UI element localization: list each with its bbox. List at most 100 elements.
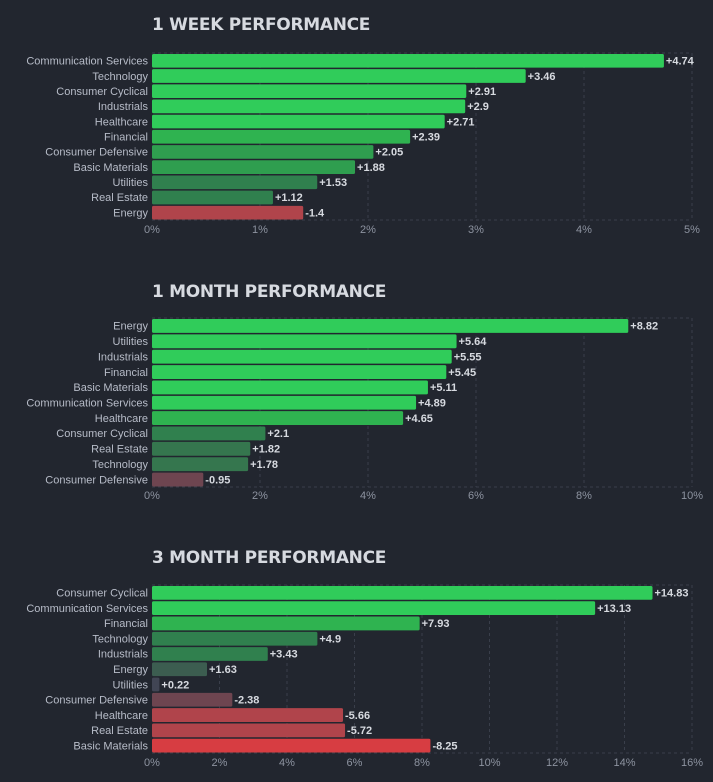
x-tick-label: 5% (684, 224, 700, 236)
bar[interactable] (152, 54, 664, 68)
category-label: Financial (104, 132, 148, 144)
bar-chart-1-week: 0% 1% 2% 3% 4% 5% Communication Services +4.74 T… (26, 52, 700, 236)
bar[interactable] (152, 114, 445, 129)
category-label: Energy (113, 207, 148, 219)
bar[interactable] (152, 738, 431, 753)
x-tick-label: 0% (144, 490, 160, 502)
chart-title: 1 MONTH PERFORMANCE (152, 282, 387, 302)
bar[interactable] (152, 160, 356, 174)
bar[interactable] (152, 662, 208, 677)
data-label: +4.74 (666, 56, 695, 68)
bar[interactable] (152, 129, 411, 144)
x-tick-label: 10% (681, 490, 703, 502)
bar[interactable] (152, 205, 304, 220)
category-label: Consumer Defensive (45, 474, 148, 486)
data-label: -5.72 (347, 725, 372, 737)
category-label: Utilities (113, 679, 149, 691)
x-tick-label: 0% (144, 757, 160, 769)
data-label: -8.25 (432, 740, 457, 752)
data-label: +8.82 (630, 321, 658, 333)
data-label: +1.12 (275, 192, 303, 204)
category-label: Real Estate (91, 444, 148, 456)
category-label: Utilities (113, 336, 149, 348)
data-label: +5.55 (454, 351, 482, 363)
data-label: +1.82 (252, 444, 280, 456)
bar[interactable] (152, 586, 653, 600)
bar[interactable] (152, 441, 251, 456)
bar[interactable] (152, 692, 233, 707)
bar[interactable] (152, 334, 457, 349)
bar[interactable] (152, 380, 428, 395)
category-label: Healthcare (95, 413, 148, 425)
bar[interactable] (152, 411, 404, 426)
bar[interactable] (152, 395, 417, 410)
bar[interactable] (152, 631, 318, 646)
category-label: Healthcare (95, 710, 148, 722)
data-label: +5.45 (448, 367, 476, 379)
data-label: -5.66 (345, 710, 370, 722)
category-label: Basic Materials (73, 162, 148, 174)
category-label: Real Estate (91, 725, 148, 737)
x-tick-label: 2% (360, 224, 376, 236)
data-label: -2.38 (234, 695, 259, 707)
x-tick-label: 8% (414, 757, 430, 769)
x-tick-label: 4% (279, 757, 295, 769)
bar[interactable] (152, 175, 318, 190)
data-label: +2.9 (467, 101, 489, 113)
x-tick-label: 6% (347, 757, 363, 769)
bar[interactable] (152, 319, 629, 333)
bar[interactable] (152, 69, 526, 83)
bar[interactable] (152, 647, 268, 661)
x-tick-label: 8% (576, 490, 592, 502)
bar[interactable] (152, 426, 266, 441)
x-tick-label: 0% (144, 224, 160, 236)
data-label: +3.43 (270, 649, 298, 661)
category-label: Technology (92, 633, 148, 645)
data-label: -0.95 (205, 474, 230, 486)
data-label: -1.4 (305, 207, 325, 219)
bar[interactable] (152, 708, 344, 722)
category-label: Industrials (98, 101, 149, 113)
bar[interactable] (152, 616, 420, 631)
x-tick-label: 4% (360, 490, 376, 502)
data-label: +2.91 (468, 86, 496, 98)
bar-chart-1-month: 0% 2% 4% 6% 8% 10% Energy +8.82 Utilities +5.64 In… (26, 317, 703, 502)
bar[interactable] (152, 677, 160, 692)
x-tick-label: 14% (613, 757, 635, 769)
category-label: Consumer Cyclical (56, 428, 148, 440)
category-label: Utilities (113, 177, 149, 189)
category-label: Consumer Defensive (45, 695, 148, 707)
category-label: Communication Services (26, 398, 148, 410)
data-label: +0.22 (161, 679, 189, 691)
bar[interactable] (152, 601, 596, 616)
x-tick-label: 16% (681, 757, 703, 769)
bar[interactable] (152, 84, 467, 99)
bar[interactable] (152, 145, 374, 159)
x-tick-label: 2% (212, 757, 228, 769)
bar[interactable] (152, 365, 447, 379)
x-tick-label: 10% (478, 757, 500, 769)
data-label: +1.88 (357, 162, 385, 174)
category-label: Basic Materials (73, 382, 148, 394)
chart-panel-1-week: 1 WEEK PERFORMANCE 0% 1% 2% 3% 4% 5% Communica… (0, 0, 713, 250)
data-label: +5.11 (430, 382, 457, 394)
category-label: Basic Materials (73, 740, 148, 752)
bar[interactable] (152, 472, 204, 487)
x-tick-label: 1% (252, 224, 268, 236)
x-tick-label: 2% (252, 490, 268, 502)
chart-panel-1-month: 1 MONTH PERFORMANCE 0% 2% 4% 6% 8% 10% Energy +… (26, 282, 703, 502)
category-label: Technology (92, 459, 148, 471)
category-label: Consumer Defensive (45, 147, 148, 159)
bar[interactable] (152, 457, 249, 472)
category-label: Consumer Cyclical (56, 86, 148, 98)
chart-title: 1 WEEK PERFORMANCE (152, 15, 371, 35)
bar[interactable] (152, 723, 346, 738)
category-label: Industrials (98, 351, 149, 363)
bar[interactable] (152, 190, 273, 205)
bar[interactable] (152, 99, 466, 114)
data-label: +3.46 (528, 71, 556, 83)
data-label: +2.71 (447, 116, 475, 128)
bar[interactable] (152, 349, 452, 364)
